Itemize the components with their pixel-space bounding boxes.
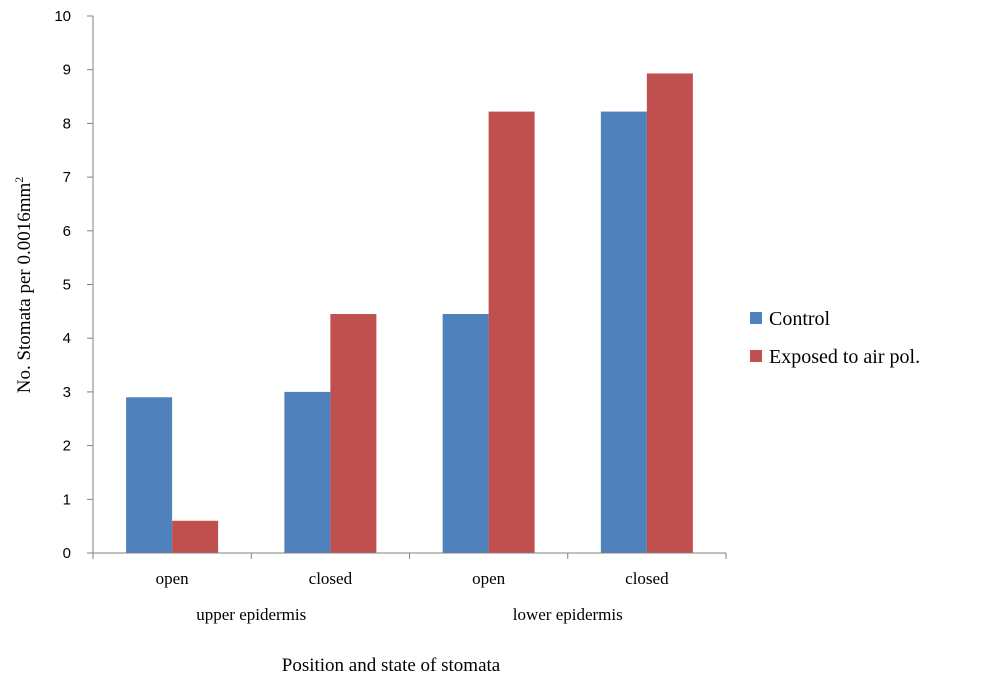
y-tick-label: 0 — [63, 545, 71, 562]
bar-control-2 — [284, 391, 331, 553]
bar-control-3 — [442, 314, 489, 553]
y-tick-label: 8 — [63, 115, 71, 132]
legend-swatch — [750, 312, 762, 324]
bars — [126, 73, 693, 554]
y-tick-label: 2 — [63, 438, 71, 455]
y-tick-label: 4 — [63, 330, 71, 347]
bar-exposed-to-air-pol-2 — [330, 314, 377, 553]
bar-control-4 — [600, 111, 647, 553]
bar-exposed-to-air-pol-1 — [172, 520, 219, 553]
x-group-label: lower epidermis — [513, 605, 623, 624]
legend-label: Exposed to air pol. — [769, 346, 920, 368]
x-category-label: open — [472, 569, 506, 588]
y-tick-label: 3 — [63, 384, 71, 401]
x-group-label: upper epidermis — [196, 605, 306, 624]
bar-control-1 — [126, 397, 173, 553]
y-tick-label: 7 — [63, 169, 71, 186]
y-tick-label: 9 — [63, 62, 71, 79]
y-axis-title-superscript: 2 — [12, 177, 26, 183]
legend-label: Control — [769, 308, 831, 330]
y-axis-title: No. Stomata per 0.0016mm2 — [12, 177, 35, 394]
y-axis-title-main: No. Stomata per 0.0016mm — [14, 183, 35, 394]
x-category-label: closed — [625, 569, 669, 588]
y-tick-label: 5 — [63, 277, 71, 294]
x-axis-title: Position and state of stomata — [282, 655, 501, 676]
bar-exposed-to-air-pol-4 — [646, 73, 693, 554]
y-axis: 0 1 2 3 4 5 6 7 8 9 10 — [54, 8, 94, 562]
legend: Control Exposed to air pol. — [750, 308, 920, 368]
x-category-label: closed — [309, 569, 353, 588]
bar-exposed-to-air-pol-3 — [488, 111, 535, 553]
x-category-label: open — [156, 569, 190, 588]
y-tick-label: 10 — [54, 8, 71, 25]
legend-swatch — [750, 350, 762, 362]
y-tick-label: 1 — [63, 491, 71, 508]
y-tick-label: 6 — [63, 223, 71, 240]
